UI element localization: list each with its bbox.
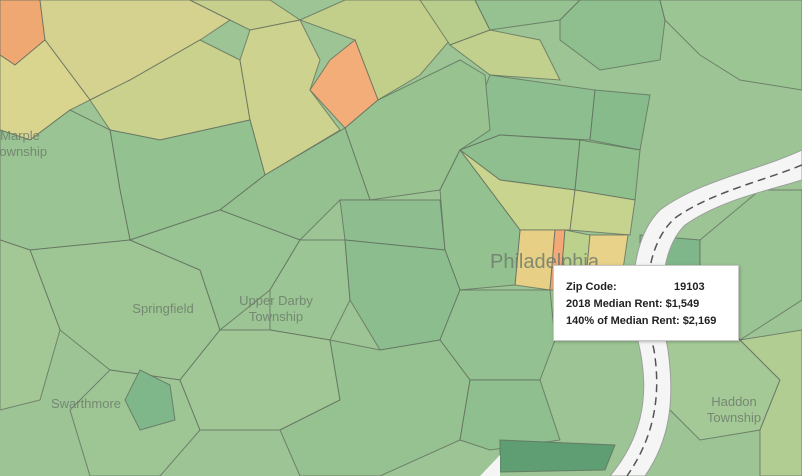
place-label: Springfield: [132, 301, 193, 316]
tooltip-label: 140% of Median Rent:: [566, 314, 680, 327]
tooltip-row: 2018 Median Rent: $1,549: [566, 295, 738, 312]
place-label: Swarthmore: [51, 396, 121, 411]
tooltip-value: $1,549: [665, 297, 700, 310]
zip-area: [448, 29, 561, 81]
zip-area: [659, 0, 802, 91]
zip-area: [499, 439, 616, 473]
zip-area: [589, 89, 651, 151]
place-labels: MarpleTownshipSpringfieldUpper DarbyTown…: [0, 128, 761, 425]
zip-area: [344, 59, 491, 201]
place-label: Township: [249, 309, 303, 324]
zip-area: [279, 339, 471, 476]
place-label: Township: [707, 410, 761, 425]
zip-area: [239, 19, 341, 176]
place-label: Haddon: [711, 394, 757, 409]
zip-area: [569, 189, 636, 236]
tooltip-label: Zip Code:: [566, 280, 617, 293]
tooltip-row: Zip Code: 19103: [566, 278, 738, 295]
river: [480, 455, 500, 476]
tooltip-value: 19103: [674, 280, 705, 293]
zip-area: [738, 329, 802, 476]
place-label: Township: [0, 144, 47, 159]
zip-area: [574, 139, 641, 201]
tooltip: Zip Code: 19103 2018 Median Rent: $1,549 140…: [553, 265, 739, 341]
tooltip-value: $2,169: [682, 314, 717, 327]
tooltip-row: 140% of Median Rent: $2,169: [566, 312, 738, 329]
zip-area: [0, 239, 61, 411]
river: [609, 149, 802, 476]
zip-area: [309, 39, 379, 129]
place-label: Marple: [0, 128, 40, 143]
place-label: Upper Darby: [239, 293, 313, 308]
zip-area: [124, 369, 176, 431]
tooltip-label: 2018 Median Rent:: [566, 297, 663, 310]
